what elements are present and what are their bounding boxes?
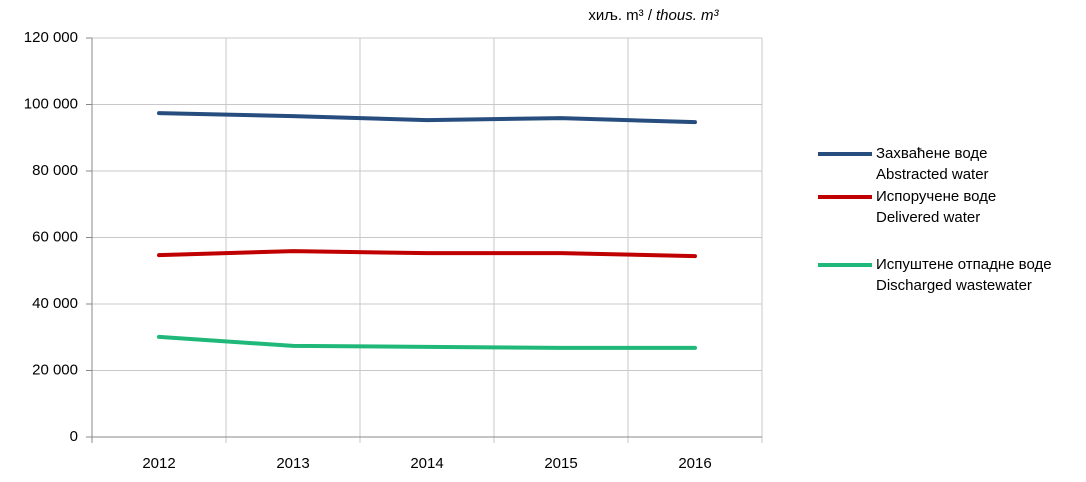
series-line (157, 334, 697, 350)
legend-label: Испоручене воде (876, 188, 996, 205)
legend-label: Захваћене воде (876, 145, 987, 162)
legend-label-en: Discharged wastewater (876, 277, 1032, 294)
x-tick-label: 2015 (544, 455, 577, 472)
legend-label-en: Delivered water (876, 209, 980, 226)
legend-label: Испуштене отпадне воде (876, 256, 1052, 273)
y-tick-label: 60 000 (32, 228, 78, 245)
legend-label-en: Abstracted water (876, 166, 989, 183)
unit-label: хиљ. m³ / (588, 7, 652, 24)
x-tick-label: 2012 (142, 455, 175, 472)
unit-label-en: thous. m³ (656, 7, 720, 24)
y-tick-label: 80 000 (32, 162, 78, 179)
x-tick-label: 2013 (276, 455, 309, 472)
x-tick-label: 2014 (410, 455, 443, 472)
y-tick-label: 120 000 (24, 29, 78, 46)
y-tick-label: 0 (70, 428, 78, 445)
x-tick-label: 2016 (678, 455, 711, 472)
y-tick-label: 40 000 (32, 295, 78, 312)
y-tick-label: 20 000 (32, 361, 78, 378)
y-tick-label: 100 000 (24, 95, 78, 112)
series-line (157, 111, 697, 125)
series-line (157, 249, 697, 259)
